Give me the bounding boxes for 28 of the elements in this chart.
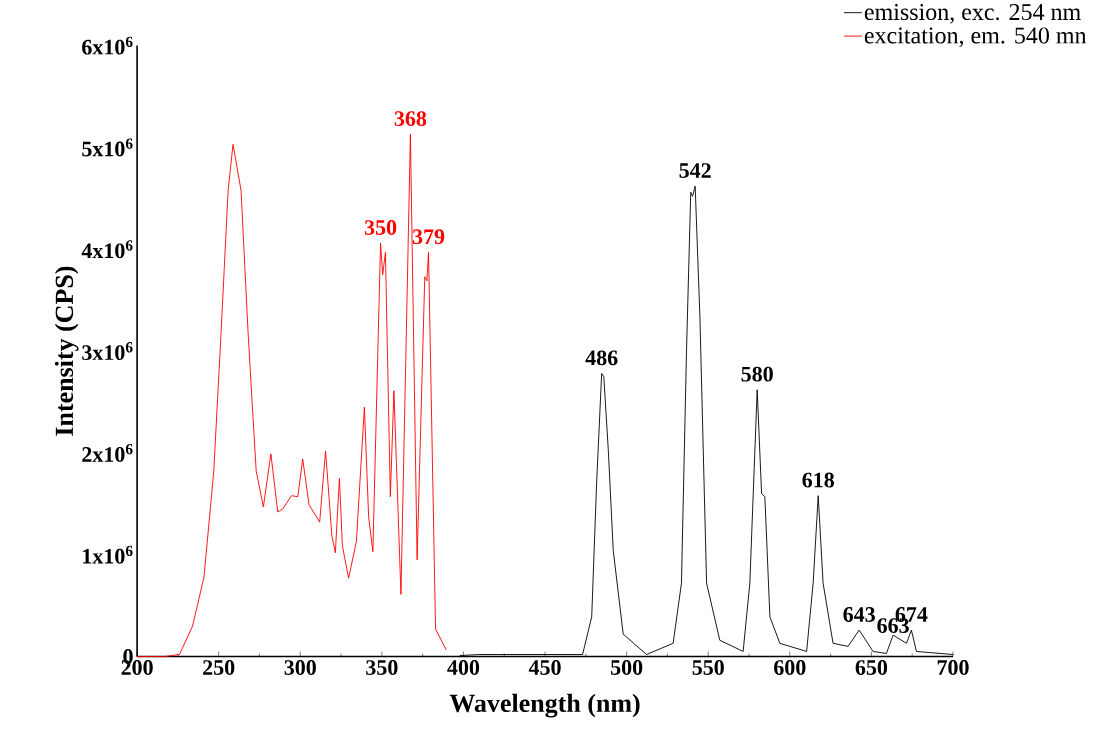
annotation: 379 bbox=[412, 229, 445, 245]
y-tick-label: 4x10$^{6}$ bbox=[81, 240, 133, 259]
x-tick-label: 700 bbox=[937, 660, 969, 676]
annotation: 580 bbox=[741, 366, 773, 382]
x-tick-label: 300 bbox=[284, 660, 316, 676]
x-tick-label: 600 bbox=[774, 660, 806, 676]
y-tick-label: 6x10$^{6}$ bbox=[82, 36, 133, 55]
x-axis-title: Wavelength (nm) bbox=[449, 694, 640, 718]
y-tick-label: 1x10$^{6}$ bbox=[83, 545, 133, 564]
legend-label: emission, exc. 254 nm bbox=[864, 4, 1081, 24]
legend-label: excitation, em. 540 mn bbox=[864, 27, 1087, 48]
y-tick-label: 5x10$^{6}$ bbox=[82, 138, 133, 157]
y-tick-label: 2x10$^{6}$ bbox=[82, 444, 133, 463]
x-tick-label: 650 bbox=[855, 660, 888, 676]
x-tick-label: 500 bbox=[611, 660, 643, 676]
annotation: 350 bbox=[364, 220, 397, 236]
y-tick-label: 3x10$^{6}$ bbox=[82, 342, 133, 361]
annotation: 368 bbox=[394, 111, 427, 127]
annotation: 618 bbox=[802, 472, 834, 488]
annotation: 643 bbox=[843, 607, 875, 623]
x-tick-label: 400 bbox=[447, 660, 480, 676]
y-axis-title: Intensity (CPS) bbox=[54, 266, 79, 436]
annotation: 486 bbox=[585, 350, 618, 366]
x-tick-label: 450 bbox=[528, 660, 561, 676]
x-tick-label: 250 bbox=[203, 660, 235, 676]
x-tick-label: 350 bbox=[366, 660, 398, 676]
x-tick-label: 550 bbox=[692, 660, 724, 676]
annotation: 542 bbox=[679, 163, 711, 179]
